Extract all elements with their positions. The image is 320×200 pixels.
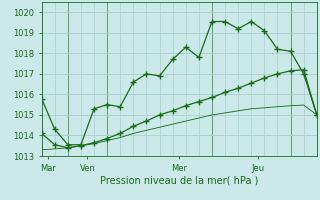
X-axis label: Pression niveau de la mer( hPa ): Pression niveau de la mer( hPa ) bbox=[100, 175, 258, 185]
